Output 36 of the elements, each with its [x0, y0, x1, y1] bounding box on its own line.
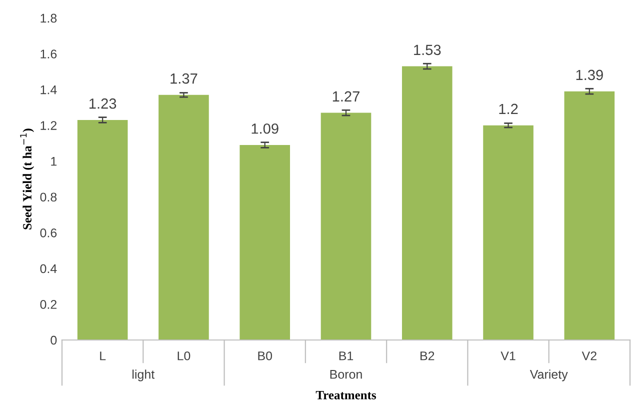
y-tick-label: 1.6 — [40, 50, 57, 58]
data-label: 1.2 — [499, 104, 518, 114]
bar — [483, 125, 534, 340]
bar — [77, 120, 128, 340]
bar — [158, 94, 209, 340]
y-tick-label: 1.4 — [40, 85, 57, 94]
y-tick-label: 0 — [50, 336, 57, 345]
y-tick-label: 1.2 — [40, 121, 57, 130]
text: Variety — [530, 370, 568, 382]
x-tick-label: V2 — [582, 351, 596, 360]
text: Boron — [330, 370, 362, 379]
text: light — [132, 370, 155, 382]
y-tick-label: 0.2 — [40, 300, 57, 309]
x-tick-label: B0 — [258, 351, 272, 360]
y-tick-label: 1 — [51, 157, 57, 166]
y-tick-label: 1.8 — [40, 14, 57, 23]
y-tick-label: 0.8 — [40, 192, 57, 202]
x-tick-label: L — [100, 352, 106, 360]
bar — [402, 66, 452, 340]
x-axis-title: Treatments — [316, 391, 376, 400]
x-tick-label: B2 — [420, 351, 434, 360]
y-tick-label: 0.6 — [40, 228, 57, 238]
data-label: 1.23 — [89, 98, 116, 109]
y-axis-title: Seed Yield (t ha$^{−1}$) — [20, 128, 34, 230]
data-label: 1.09 — [252, 123, 278, 134]
x-tick-label: B1 — [339, 352, 354, 360]
data-label: 1.39 — [576, 70, 603, 80]
data-label: 1.27 — [332, 91, 360, 102]
x-tick-label: V1 — [500, 352, 516, 360]
bar — [240, 145, 290, 340]
y-tick-label: 0.4 — [40, 264, 57, 274]
x-tick-label: L0 — [178, 351, 190, 360]
data-label: 1.37 — [170, 73, 198, 84]
bar — [564, 91, 615, 340]
bar — [320, 112, 372, 340]
data-label: 1.53 — [414, 44, 441, 56]
